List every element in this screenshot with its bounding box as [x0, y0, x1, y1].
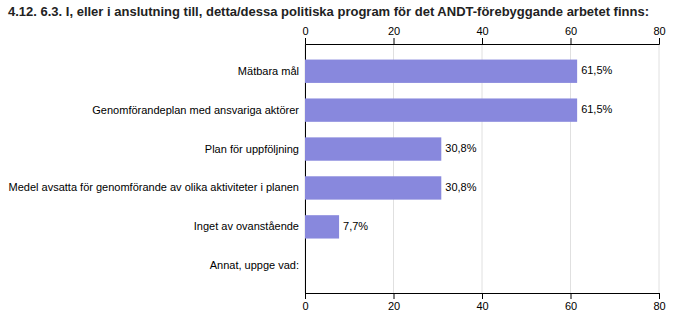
tick-label: Annat, uppge vad: — [210, 259, 299, 271]
tick-label: 0 — [302, 300, 308, 312]
bars — [305, 60, 577, 239]
tick-label: Mätbara mål — [238, 65, 299, 77]
axis-line — [306, 294, 660, 300]
tick-label: 0 — [302, 25, 308, 37]
tick: 60 — [565, 293, 577, 312]
grid-line — [659, 44, 660, 293]
tick: 20 — [388, 25, 400, 44]
bar — [305, 254, 306, 277]
data-labels: 61,5% 61,5% 30,8% 30,8% 7,7% — [343, 64, 612, 232]
tick-label: Plan för uppföljning — [205, 143, 299, 155]
x-axis: 0 20 40 60 80 — [302, 293, 665, 312]
chart: 4.12. 6.3. I, eller i anslutning till, d… — [0, 0, 681, 319]
tick-label: Genomförandeplan med ansvariga aktörer — [92, 104, 299, 116]
data-label: 30,8% — [445, 181, 476, 193]
tick: Inget av ovanstående — [194, 220, 299, 232]
tick: 60 — [565, 25, 577, 44]
tick-mark — [571, 38, 572, 44]
title: 4.12. 6.3. I, eller i anslutning till, d… — [8, 4, 649, 19]
tick-mark — [394, 38, 395, 44]
tick-label: 20 — [388, 300, 400, 312]
tick: 0 — [302, 293, 308, 312]
tick-mark — [659, 293, 660, 299]
bar — [305, 215, 339, 238]
tick-label: 20 — [388, 25, 400, 37]
bar — [305, 60, 577, 83]
tick-label: 60 — [565, 25, 577, 37]
tick-mark — [305, 38, 306, 44]
plot: 0 20 40 60 80 0 20 40 60 80 Mätbara mål Genomförand… — [9, 25, 666, 312]
tick-mark — [394, 293, 395, 299]
tick: 40 — [476, 25, 488, 44]
tick-mark — [482, 38, 483, 44]
data-label: 30,8% — [445, 142, 476, 154]
tick: 20 — [388, 293, 400, 312]
tick-label: 80 — [653, 300, 665, 312]
tick-mark — [659, 38, 660, 44]
tick-label: Medel avsatta för genomförande av olika … — [9, 181, 299, 193]
bar — [305, 137, 441, 160]
tick-label: 40 — [476, 25, 488, 37]
tick: Mätbara mål — [238, 65, 299, 77]
tick: Plan för uppföljning — [205, 143, 299, 155]
data-label: 61,5% — [581, 64, 612, 76]
bar — [305, 176, 441, 199]
tick: Genomförandeplan med ansvariga aktörer — [92, 104, 299, 116]
tick-mark — [482, 293, 483, 299]
tick-mark — [305, 293, 306, 299]
tick: 80 — [653, 293, 665, 312]
tick: Medel avsatta för genomförande av olika … — [9, 181, 299, 193]
y-axis: Mätbara mål Genomförandeplan med ansvarig… — [9, 45, 306, 294]
data-label: 61,5% — [581, 103, 612, 115]
bar — [305, 98, 577, 121]
tick-label: 80 — [653, 25, 665, 37]
tick-label: Inget av ovanstående — [194, 220, 299, 232]
axis-line — [306, 38, 660, 45]
tick-label: 60 — [565, 300, 577, 312]
grid — [305, 44, 659, 293]
tick: 0 — [302, 25, 308, 44]
tick-mark — [571, 293, 572, 299]
tick: 80 — [653, 25, 665, 44]
data-label: 7,7% — [343, 220, 368, 232]
x-axis-top: 0 20 40 60 80 — [302, 25, 665, 45]
tick-label: 40 — [476, 300, 488, 312]
tick: Annat, uppge vad: — [210, 259, 299, 271]
tick: 40 — [476, 293, 488, 312]
